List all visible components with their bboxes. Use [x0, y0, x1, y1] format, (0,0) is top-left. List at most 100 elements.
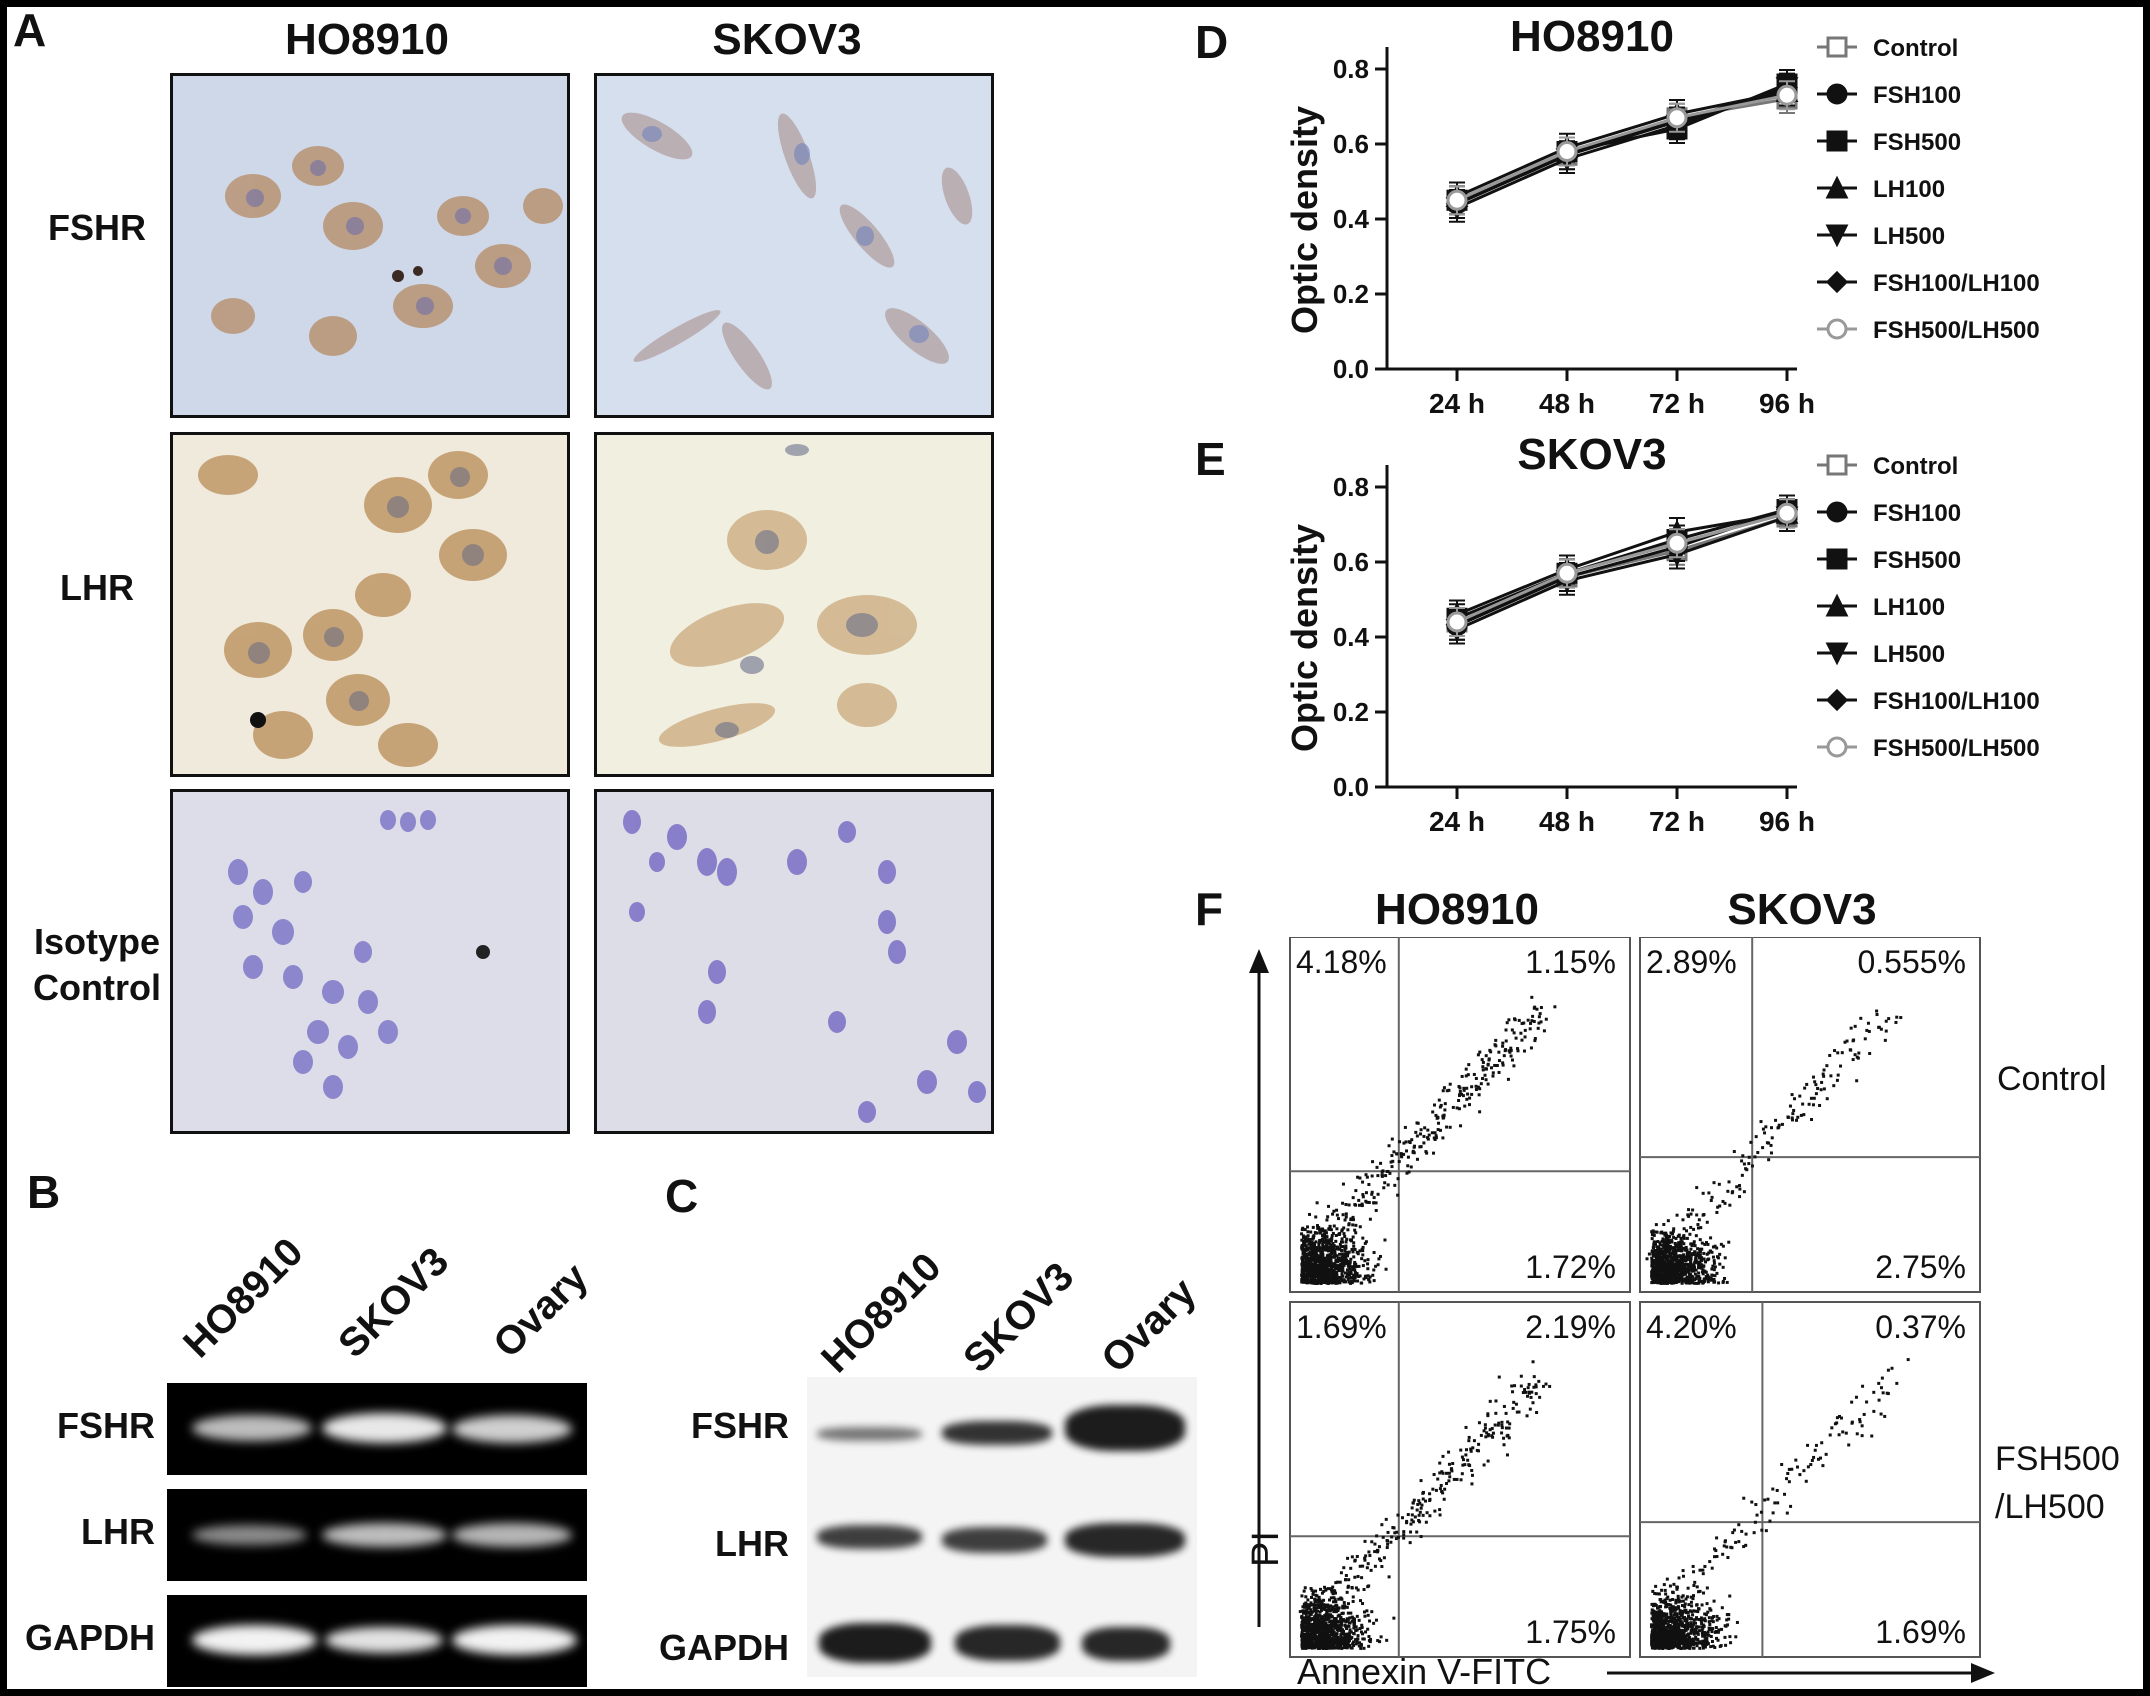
event-dot	[1323, 1639, 1327, 1643]
flow-plot-1: 4.18% 1.15%1.72%	[1289, 937, 1631, 1293]
event-dot	[1311, 1644, 1315, 1648]
event-dot	[1326, 1632, 1330, 1636]
event-dot	[1516, 1049, 1520, 1053]
quadrant-lower-right: 1.69%	[1875, 1614, 1966, 1650]
event-dot	[1682, 1246, 1686, 1250]
event-dots	[1650, 1358, 1910, 1650]
event-dot	[1349, 1217, 1353, 1221]
event-dot	[1653, 1622, 1657, 1626]
event-dot	[1745, 1168, 1749, 1172]
event-dot	[1338, 1624, 1342, 1628]
event-dot	[1355, 1250, 1359, 1254]
event-dot	[1346, 1611, 1350, 1615]
event-dot	[1702, 1213, 1706, 1217]
event-dot	[1465, 1097, 1469, 1101]
event-dot	[1346, 1618, 1350, 1622]
event-dot	[1350, 1646, 1354, 1650]
event-dot	[1390, 1154, 1394, 1158]
event-dot	[1302, 1616, 1306, 1620]
legend-marker	[1825, 175, 1849, 199]
event-dot	[1313, 1631, 1317, 1635]
event-dot	[1502, 1054, 1506, 1058]
event-dot	[1419, 1506, 1423, 1510]
event-dot	[1316, 1266, 1320, 1270]
event-dot	[1385, 1539, 1389, 1543]
event-dot	[1709, 1608, 1713, 1612]
event-dot	[1352, 1626, 1356, 1630]
event-dot	[1695, 1274, 1699, 1278]
event-dot	[1353, 1228, 1357, 1232]
event-dot	[1314, 1270, 1318, 1274]
event-dot	[1332, 1275, 1336, 1279]
event-dot	[1767, 1141, 1771, 1145]
event-dot	[1514, 1402, 1518, 1406]
event-dot	[1850, 1400, 1854, 1404]
event-dot	[1340, 1620, 1344, 1624]
event-dot	[1542, 1029, 1546, 1033]
event-dot	[1700, 1603, 1704, 1607]
event-dot	[1812, 1096, 1816, 1100]
event-dot	[1700, 1270, 1704, 1274]
event-dot	[1321, 1243, 1325, 1247]
event-dot	[1880, 1376, 1884, 1380]
event-dot	[1521, 1391, 1525, 1395]
micrograph-skov3-isotype	[594, 789, 994, 1134]
event-dot	[1689, 1629, 1693, 1633]
event-dot	[1493, 1063, 1497, 1067]
panelB-lane-ovary: Ovary	[485, 1254, 597, 1367]
event-dot	[1318, 1646, 1322, 1650]
event-dot	[1301, 1620, 1305, 1624]
event-dot	[1696, 1261, 1700, 1265]
flow-plot-3: 1.69% 2.19%1.75%	[1289, 1301, 1631, 1658]
event-dot	[1678, 1258, 1682, 1262]
event-dot	[1300, 1630, 1304, 1634]
event-dot	[1664, 1605, 1668, 1609]
event-dot	[1777, 1125, 1781, 1129]
event-dot	[1675, 1259, 1679, 1263]
quadrant-upper-left: 1.69%	[1296, 1309, 1387, 1345]
event-dot	[1470, 1473, 1474, 1477]
event-dot	[1386, 1169, 1390, 1173]
event-dot	[1537, 1021, 1541, 1025]
event-dot	[1313, 1616, 1317, 1620]
event-dot	[1655, 1253, 1659, 1257]
event-dot	[1343, 1642, 1347, 1646]
event-dot	[1668, 1598, 1672, 1602]
event-dot	[1883, 1038, 1887, 1042]
event-dot	[1670, 1620, 1674, 1624]
event-dot	[1447, 1450, 1451, 1454]
event-dot	[1705, 1220, 1709, 1224]
event-dot	[1419, 1479, 1423, 1483]
event-dot	[1331, 1592, 1335, 1596]
event-dot	[1688, 1641, 1692, 1645]
chart-title: SKOV3	[1517, 430, 1666, 479]
event-dot	[1803, 1086, 1807, 1090]
event-dot	[1672, 1618, 1676, 1622]
event-dot	[1526, 1018, 1530, 1022]
event-dot	[1497, 1375, 1501, 1379]
event-dot	[1693, 1272, 1697, 1276]
event-dot	[1317, 1248, 1321, 1252]
event-dot	[1701, 1568, 1705, 1572]
event-dot	[1412, 1498, 1416, 1502]
event-dot	[1365, 1609, 1369, 1613]
event-dot	[1828, 1433, 1832, 1437]
event-dot	[1678, 1278, 1682, 1282]
event-dot	[1338, 1281, 1342, 1285]
event-dot	[1364, 1630, 1368, 1634]
event-dot	[1324, 1628, 1328, 1632]
event-dot	[1358, 1564, 1362, 1568]
event-dot	[1764, 1125, 1768, 1129]
event-dot	[1837, 1414, 1841, 1418]
event-dot	[1692, 1632, 1696, 1636]
event-dot	[1329, 1247, 1333, 1251]
event-dot	[1681, 1279, 1685, 1283]
event-dot	[1354, 1586, 1358, 1590]
event-dot	[1681, 1254, 1685, 1258]
event-dot	[1667, 1271, 1671, 1275]
event-dot	[1519, 1384, 1523, 1388]
legend-label: LH500	[1873, 223, 1945, 250]
event-dot	[1678, 1609, 1682, 1613]
series-line	[1456, 511, 1788, 624]
event-dot	[1332, 1280, 1336, 1284]
